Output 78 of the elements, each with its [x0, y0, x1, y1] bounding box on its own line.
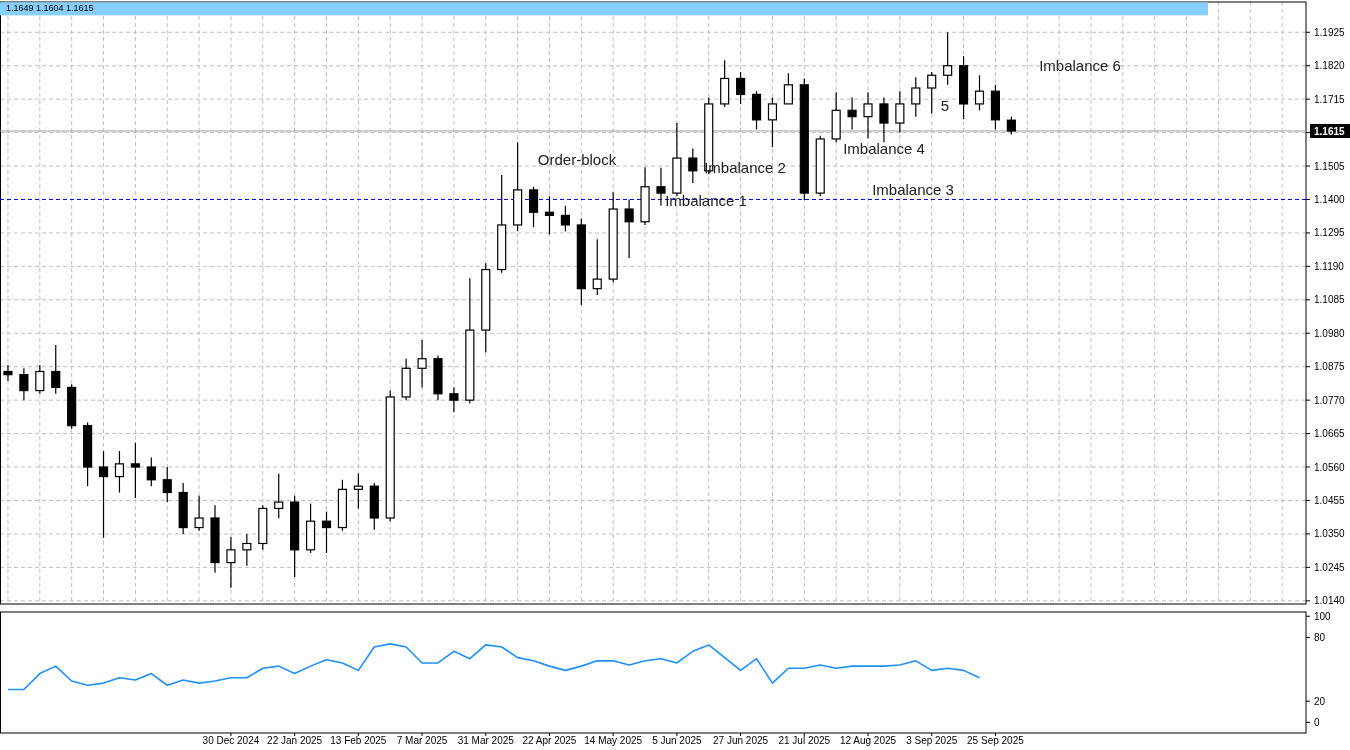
candlestick — [911, 76, 921, 118]
y-tick-label: 1.0875 — [1314, 361, 1346, 373]
candlestick — [847, 96, 857, 131]
candlestick — [624, 198, 634, 259]
y-tick-label: 1.0665 — [1314, 428, 1346, 440]
x-tick-label: 3 Sep 2025 — [906, 735, 958, 746]
x-tick-label: 25 Sep 2025 — [967, 735, 1025, 746]
x-tick-label: 7 Mar 2025 — [396, 735, 448, 746]
candlestick — [194, 495, 204, 532]
candlestick — [19, 367, 29, 401]
candlestick — [51, 344, 61, 395]
candlestick — [656, 167, 666, 207]
candlestick — [560, 205, 570, 232]
y-tick-label: 20 — [1314, 695, 1326, 707]
x-tick-label: 14 May 2025 — [584, 735, 643, 746]
candlestick — [592, 238, 602, 296]
y-tick-label: 1.0245 — [1314, 561, 1346, 573]
y-tick-label: 1.0350 — [1314, 528, 1346, 540]
x-tick-label: 5 Jun 2025 — [652, 735, 703, 746]
candlestick — [226, 536, 236, 589]
ref-line-label: 1.1615 — [1314, 125, 1346, 137]
annotation: Imbalance 4 — [843, 140, 925, 158]
candlestick — [114, 450, 125, 494]
y-tick-label: 1.1295 — [1314, 227, 1346, 239]
candlestick — [688, 147, 698, 184]
annotation: Imbalance 6 — [1039, 57, 1121, 75]
candlestick — [3, 364, 13, 382]
x-tick-label: 22 Apr 2025 — [522, 735, 577, 746]
x-tick-label: 31 Mar 2025 — [457, 735, 515, 746]
candlestick — [146, 456, 156, 487]
y-tick-label: 1.0770 — [1314, 394, 1346, 406]
y-tick-label: 1.1820 — [1314, 60, 1346, 72]
y-tick-label: 0 — [1314, 716, 1320, 728]
y-tick-label: 1.1190 — [1314, 260, 1345, 272]
y-tick-label: 1.0455 — [1314, 494, 1346, 506]
line-series — [7, 643, 981, 691]
candlestick — [879, 96, 889, 143]
candlestick — [321, 511, 332, 554]
y-tick-label: 1.1715 — [1314, 93, 1346, 105]
x-tick-label: 12 Aug 2025 — [839, 735, 897, 746]
annotation: Order-block — [537, 151, 617, 169]
x-tick-label: 21 Jul 2025 — [778, 735, 831, 746]
y-tick-label: 1.0140 — [1314, 595, 1346, 607]
x-tick-label: 22 Jan 2025 — [267, 735, 323, 746]
candlestick — [927, 71, 937, 115]
y-tick-label: 100 — [1314, 610, 1332, 622]
annotation: Imbalance 3 — [872, 181, 954, 199]
candlestick — [943, 31, 953, 86]
candlestick — [417, 339, 427, 389]
candlestick — [242, 533, 252, 567]
y-tick-label: 1.1085 — [1314, 294, 1346, 306]
x-tick-label: 27 Jun 2025 — [713, 735, 769, 746]
candlestick — [274, 473, 284, 519]
candlestick — [544, 195, 555, 236]
candlestick — [353, 472, 363, 510]
y-tick-label: 1.1400 — [1314, 193, 1346, 205]
candlestick — [35, 364, 45, 395]
candlestick — [449, 386, 459, 413]
candlestick — [863, 91, 873, 139]
candlestick — [162, 466, 172, 503]
y-tick-label: 1.0560 — [1314, 461, 1346, 473]
candlestick — [98, 450, 109, 539]
candlestick — [895, 90, 905, 134]
candlestick — [736, 71, 746, 105]
annotation: 5 — [940, 97, 950, 115]
x-tick-label: 13 Feb 2025 — [330, 735, 387, 746]
annotation: 1.1649 1.1604 1.1615 — [6, 3, 94, 13]
annotation: Imbalance 1 — [665, 192, 747, 210]
y-tick-label: 1.1505 — [1314, 160, 1346, 172]
y-tick-label: 80 — [1314, 631, 1326, 643]
candlestick — [974, 74, 985, 111]
candlestick — [767, 96, 778, 148]
y-tick-label: 1.0980 — [1314, 327, 1346, 339]
y-tick-label: 1.1925 — [1314, 26, 1346, 38]
x-tick-label: 30 Dec 2024 — [202, 735, 260, 746]
candlestick — [130, 442, 140, 499]
candlestick — [528, 186, 539, 228]
candlestick — [783, 72, 793, 105]
